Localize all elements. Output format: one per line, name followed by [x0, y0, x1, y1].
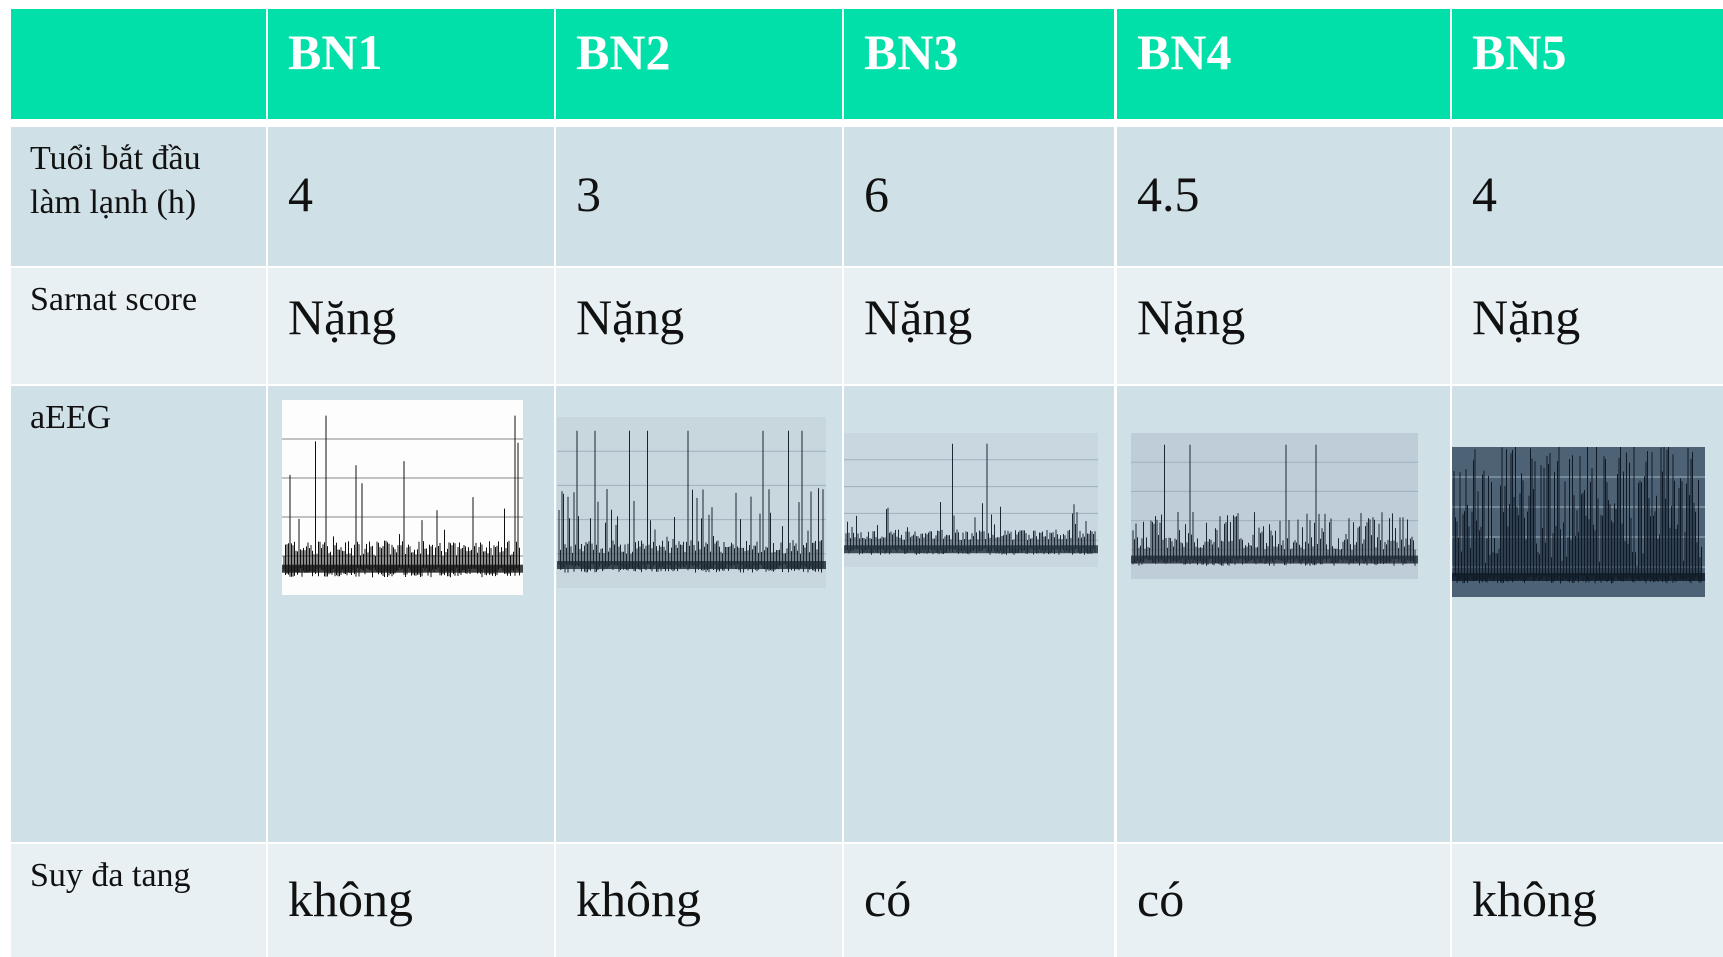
aeeg-image	[1452, 447, 1705, 597]
cell-value: 6	[844, 127, 1114, 266]
aeeg-image	[1131, 433, 1418, 579]
aeeg-image	[844, 433, 1098, 567]
cell-value: Nặng	[268, 268, 554, 384]
cell-value: Nặng	[556, 268, 842, 384]
row-label: aEEG	[11, 386, 266, 842]
column-header: BN4	[1117, 9, 1450, 119]
cell-value: Nặng	[1117, 268, 1450, 384]
cell-value: không	[1452, 844, 1723, 957]
cell-value: có	[1117, 844, 1450, 957]
aeeg-image	[282, 400, 523, 595]
row-label: Sarnat score	[11, 268, 266, 384]
column-header: BN5	[1452, 9, 1723, 119]
cell-value: không	[556, 844, 842, 957]
header-corner	[11, 9, 266, 119]
cell-value: Nặng	[844, 268, 1114, 384]
slide: BN1BN2BN3BN4BN5 Tuổi bắt đầu làm lạnh (h)…	[0, 0, 1723, 957]
cell-value: 4	[1452, 127, 1723, 266]
cell-value: có	[844, 844, 1114, 957]
column-header: BN3	[844, 9, 1114, 119]
cell-value: 4.5	[1117, 127, 1450, 266]
aeeg-image	[557, 417, 826, 588]
cell-value: không	[268, 844, 554, 957]
column-header: BN2	[556, 9, 842, 119]
row-label: Tuổi bắt đầu làm lạnh (h)	[11, 127, 266, 266]
cell-value: 3	[556, 127, 842, 266]
cell-value: Nặng	[1452, 268, 1723, 384]
row-label: Suy đa tang	[11, 844, 266, 957]
column-header: BN1	[268, 9, 554, 119]
cell-value: 4	[268, 127, 554, 266]
